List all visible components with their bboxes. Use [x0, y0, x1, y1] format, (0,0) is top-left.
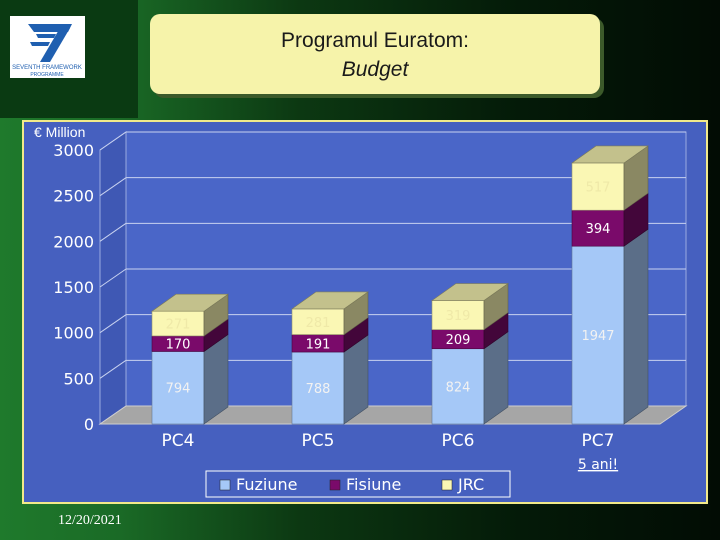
y-tick-label: 1500: [53, 278, 94, 297]
bar-side-fuziune: [623, 228, 649, 425]
x-tick-label: PC7: [582, 431, 615, 451]
category-note: 5 ani!: [578, 457, 618, 473]
data-label: 824: [446, 380, 471, 395]
bar-top: [291, 291, 369, 310]
gridline-side: [99, 177, 127, 197]
y-tick-label: 2500: [53, 187, 94, 206]
bar-jrc: [151, 310, 205, 337]
bar-fisiune: [571, 209, 625, 247]
legend-label-fisiune: Fisiune: [346, 475, 401, 494]
data-label: 281: [306, 316, 331, 331]
y-tick-label: 3000: [53, 141, 94, 160]
x-tick-label: PC6: [442, 431, 475, 451]
data-label: 319: [446, 309, 471, 324]
bar-fuziune: [571, 245, 625, 425]
fp7-logo: SEVENTH FRAMEWORK PROGRAMME: [10, 16, 85, 78]
page-title: Programul Euratom:: [281, 29, 469, 52]
logo-text-line1: SEVENTH FRAMEWORK: [12, 65, 82, 71]
bar-fuziune: [291, 351, 345, 425]
data-label: 191: [306, 337, 331, 352]
logo-text-line2: PROGRAMME: [30, 72, 64, 78]
legend-swatch-fisiune: [329, 479, 341, 491]
fp7-logo-icon: SEVENTH FRAMEWORK PROGRAMME: [12, 24, 82, 78]
data-label: 170: [166, 338, 191, 353]
data-label: 788: [306, 382, 331, 397]
bar-top: [571, 145, 649, 164]
data-label: 271: [166, 318, 191, 333]
data-label: 517: [586, 181, 611, 196]
y-tick-label: 1000: [53, 324, 94, 343]
y-unit-label: € Million: [34, 124, 86, 140]
legend-swatch-fuziune: [219, 479, 231, 491]
y-tick-label: 2000: [53, 232, 94, 251]
data-label: 1947: [581, 329, 614, 344]
page-subtitle: Budget: [341, 58, 409, 81]
gridline-side: [99, 131, 127, 151]
bar-fuziune: [431, 348, 485, 425]
bar-top: [151, 293, 229, 312]
y-tick-label: 500: [63, 369, 94, 388]
legend-label-fuziune: Fuziune: [236, 475, 297, 494]
gridline-side: [99, 314, 127, 334]
legend-swatch-jrc: [441, 479, 453, 491]
bar-jrc: [291, 308, 345, 335]
legend-label-jrc: JRC: [457, 475, 484, 494]
slide-date: 12/20/2021: [58, 513, 122, 528]
logo-panel: SEVENTH FRAMEWORK PROGRAMME: [0, 0, 138, 118]
bar-top: [431, 283, 509, 301]
gridline-side: [99, 268, 127, 288]
data-label: 209: [446, 333, 471, 348]
legend: [205, 470, 511, 498]
x-tick-label: PC4: [162, 431, 195, 451]
data-label: 394: [586, 222, 611, 237]
x-tick-label: PC5: [302, 431, 335, 451]
title-box: Programul Euratom: Budget: [150, 14, 600, 94]
gridline-side: [99, 359, 127, 379]
y-tick-label: 0: [84, 415, 94, 434]
gridline-side: [99, 222, 127, 242]
bar-fuziune: [151, 351, 205, 425]
data-label: 794: [166, 382, 191, 397]
